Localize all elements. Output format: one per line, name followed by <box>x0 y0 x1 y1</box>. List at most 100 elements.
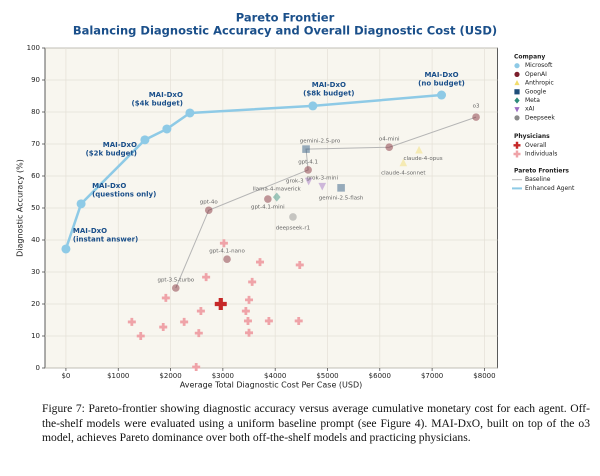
model-label: gpt-3.5-turbo <box>157 278 194 284</box>
x-tick-label: $1000 <box>107 372 129 380</box>
model-label: grok-3 <box>286 178 304 184</box>
physician-point <box>295 260 304 269</box>
legend-marker <box>514 97 520 104</box>
model-label: claude-4-sonnet <box>381 171 426 177</box>
agent-label: (questions only) <box>92 190 156 198</box>
legend-label: OpenAI <box>525 71 547 78</box>
y-tick-label: 0 <box>36 364 40 372</box>
agent-point <box>162 124 172 134</box>
agent-label: (no budget) <box>418 80 465 88</box>
model-label: claude-4-opus <box>404 156 443 162</box>
model-point <box>171 284 180 292</box>
y-tick-label: 80 <box>31 108 40 116</box>
model-point <box>337 184 345 192</box>
physician-point <box>159 323 168 332</box>
agent-label: ($4k budget) <box>132 99 183 107</box>
model-point <box>415 145 423 154</box>
physician-point <box>219 239 228 248</box>
agent-label: MAI-DxO <box>92 182 126 190</box>
model-label: grok-3-mini <box>306 175 338 181</box>
legend-marker <box>514 115 520 121</box>
y-tick-label: 70 <box>31 140 40 148</box>
legend-label: Deepseek <box>525 114 555 121</box>
x-tick-label: $4000 <box>264 372 286 380</box>
legend-marker <box>513 150 521 158</box>
model-point <box>223 255 231 263</box>
model-point <box>289 213 297 221</box>
agent-label: ($2k budget) <box>86 149 137 157</box>
physician-point <box>196 307 205 316</box>
physician-point <box>192 363 201 372</box>
physician-overall <box>214 298 227 310</box>
legend-label: Google <box>525 88 546 95</box>
x-tick-label: $5000 <box>316 372 338 380</box>
y-tick-label: 10 <box>31 332 40 340</box>
y-tick-label: 60 <box>31 172 40 180</box>
y-axis-label: Diagnostic Accuracy (%) <box>16 159 25 257</box>
legend-marker <box>514 71 520 77</box>
model-point <box>318 182 327 191</box>
agent-label: (instant answer) <box>73 235 138 243</box>
y-tick-label: 50 <box>31 204 40 212</box>
physician-point <box>248 277 257 286</box>
x-tick-label: $8000 <box>473 372 495 380</box>
model-label: gpt-4.1-mini <box>251 205 285 211</box>
model-point <box>304 166 312 174</box>
x-tick-label: $3000 <box>212 372 234 380</box>
model-label: deepseek-r1 <box>276 225 310 231</box>
model-point <box>304 177 313 186</box>
model-label: gpt-4.1-nano <box>209 249 245 255</box>
legend-label: Microsoft <box>525 62 553 69</box>
x-tick-label: $2000 <box>159 372 181 380</box>
x-tick-label: $7000 <box>421 372 443 380</box>
agent-label: MAI-DxO <box>73 227 107 235</box>
legend-marker <box>514 89 520 95</box>
agent-point <box>76 199 86 209</box>
agent-label: MAI-DxO <box>312 81 346 89</box>
model-label: gpt-4.1 <box>298 159 318 165</box>
agent-label: MAI-DxO <box>424 71 458 79</box>
legend-label: xAI <box>525 106 535 113</box>
y-tick-label: 30 <box>31 268 40 276</box>
model-label: o3 <box>473 104 480 110</box>
agent-point <box>140 135 150 145</box>
physician-point <box>202 273 211 282</box>
agent-point <box>437 90 447 100</box>
legend-title: Company <box>514 54 545 61</box>
physician-point <box>241 307 250 316</box>
x-tick-label: $0 <box>61 372 70 380</box>
model-point <box>472 113 480 121</box>
physician-point <box>245 328 254 337</box>
model-point <box>272 192 281 202</box>
agent-label: MAI-DxO <box>149 91 183 99</box>
legend-label: Individuals <box>525 151 557 158</box>
physician-point <box>136 332 145 340</box>
model-label: gemini-2.5-flash <box>319 195 364 201</box>
chart-title: Balancing Diagnostic Accuracy and Overal… <box>73 24 497 38</box>
agent-point <box>61 244 71 254</box>
agent-point <box>185 108 195 118</box>
agent-label: ($8k budget) <box>303 89 354 97</box>
physician-point <box>256 258 265 267</box>
legend-label: Anthropic <box>525 80 554 87</box>
model-point <box>399 158 408 167</box>
physician-point <box>264 316 273 325</box>
physician-point <box>161 293 170 302</box>
y-tick-label: 40 <box>31 236 40 244</box>
physician-point <box>243 316 252 325</box>
legend-title: Pareto Frontiers <box>514 168 569 175</box>
physician-point <box>180 317 189 326</box>
legend-label: Meta <box>525 97 540 104</box>
physician-point <box>294 316 303 325</box>
legend-marker <box>514 79 520 86</box>
figure-caption: Figure 7: Pareto-frontier showing diagno… <box>42 402 590 445</box>
agent-label: MAI-DxO <box>103 141 137 149</box>
legend-marker <box>514 107 520 113</box>
legend-label: Enhanced Agent <box>525 185 575 192</box>
chart-title: Pareto Frontier <box>236 11 335 25</box>
physician-point <box>127 317 136 326</box>
y-tick-label: 20 <box>31 300 40 308</box>
legend-label: Overall <box>525 142 547 149</box>
legend-label: Baseline <box>525 176 551 183</box>
